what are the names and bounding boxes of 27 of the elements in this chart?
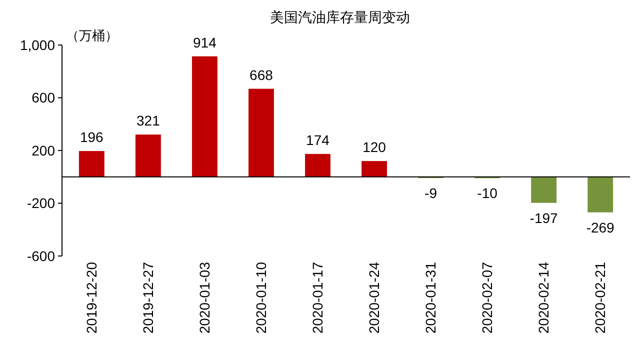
y-tick-label: 200 — [32, 142, 56, 158]
data-label: -9 — [424, 185, 438, 202]
data-label: 914 — [193, 34, 217, 50]
y-tick-label: 1,000 — [20, 36, 56, 53]
x-tick-label: 2020-01-31 — [422, 262, 439, 334]
y-tick-label: -600 — [26, 248, 56, 264]
x-tick-label: 2020-01-03 — [196, 262, 213, 334]
y-tick-label: -200 — [26, 195, 56, 212]
x-tick-label: 2020-01-17 — [310, 262, 326, 334]
data-label: 174 — [306, 132, 330, 148]
data-label: 196 — [80, 129, 104, 146]
x-tick-label: 2020-02-14 — [536, 262, 552, 334]
data-label: -10 — [477, 185, 498, 202]
data-label: 321 — [136, 112, 160, 129]
data-label: -197 — [530, 210, 558, 226]
x-tick-label: 2019-12-20 — [84, 262, 100, 334]
y-axis-title: （万桶） — [66, 29, 118, 44]
chart-title: 美国汽油库存量周变动 — [270, 10, 410, 26]
y-tick-label: 600 — [32, 90, 56, 106]
x-tick-label: 2020-02-21 — [592, 262, 608, 334]
x-tick-label: 2020-02-07 — [479, 262, 496, 334]
data-label: -269 — [586, 219, 615, 236]
data-label: 668 — [250, 66, 274, 83]
x-tick-label: 2020-01-10 — [253, 262, 270, 334]
x-tick-label: 2019-12-27 — [140, 262, 156, 334]
data-label: 120 — [362, 139, 386, 156]
x-tick-label: 2020-01-24 — [366, 262, 382, 334]
